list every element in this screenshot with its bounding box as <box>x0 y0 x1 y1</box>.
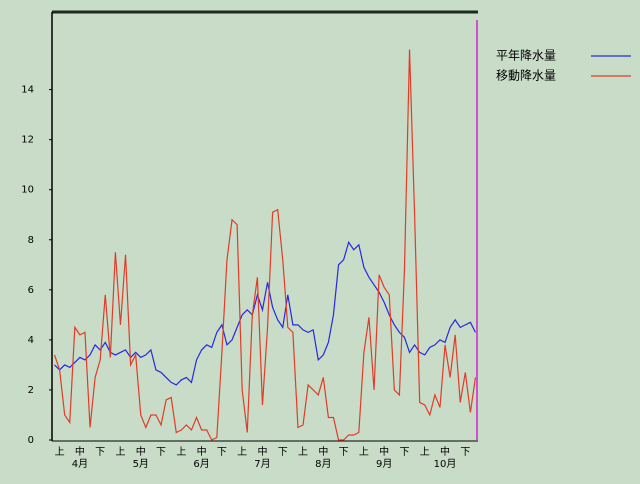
x-tick-label: 上 <box>176 446 186 458</box>
y-tick-label: 14 <box>21 85 34 96</box>
y-tick-label: 8 <box>28 235 34 246</box>
legend-label: 移動降水量 <box>496 69 556 83</box>
x-tick-label: 上 <box>298 446 308 458</box>
x-tick-label: 下 <box>339 447 349 458</box>
month-label: 5月 <box>133 458 149 470</box>
y-tick-label: 6 <box>28 285 34 296</box>
month-label: 6月 <box>193 458 209 470</box>
month-label: 9月 <box>376 458 392 470</box>
x-tick-label: 中 <box>440 445 450 458</box>
x-tick-label: 中 <box>257 445 267 458</box>
x-tick-label: 中 <box>136 445 146 458</box>
x-tick-label: 中 <box>318 445 328 458</box>
month-label: 10月 <box>434 458 457 470</box>
x-tick-label: 中 <box>379 445 389 458</box>
month-label: 8月 <box>315 458 331 470</box>
legend-label: 平年降水量 <box>496 49 556 63</box>
x-tick-label: 下 <box>278 447 288 458</box>
x-tick-label: 中 <box>197 445 207 458</box>
x-tick-label: 中 <box>75 445 85 458</box>
y-tick-label: 12 <box>21 135 34 146</box>
x-tick-label: 上 <box>115 446 125 458</box>
y-tick-label: 4 <box>28 335 34 346</box>
y-tick-label: 0 <box>28 435 34 446</box>
month-label: 4月 <box>72 458 88 470</box>
x-tick-label: 上 <box>359 446 369 458</box>
y-tick-label: 10 <box>21 185 34 196</box>
y-tick-label: 2 <box>28 385 34 396</box>
month-label: 7月 <box>254 458 270 470</box>
x-tick-label: 下 <box>95 447 105 458</box>
x-tick-label: 上 <box>237 446 247 458</box>
x-tick-label: 上 <box>55 446 65 458</box>
x-tick-label: 下 <box>217 447 227 458</box>
series-line <box>53 49 477 441</box>
x-tick-label: 上 <box>420 446 430 458</box>
x-tick-label: 下 <box>156 447 166 458</box>
series-line <box>54 240 476 386</box>
x-tick-label: 下 <box>399 447 409 458</box>
x-tick-label: 下 <box>460 447 470 458</box>
